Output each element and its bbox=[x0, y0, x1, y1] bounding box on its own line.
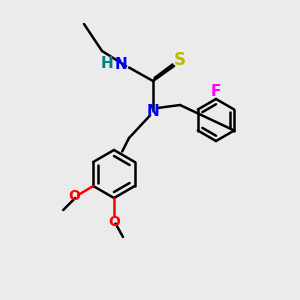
Text: N: N bbox=[147, 103, 159, 118]
Text: S: S bbox=[174, 51, 186, 69]
Text: O: O bbox=[108, 215, 120, 229]
Text: H: H bbox=[100, 56, 113, 70]
Text: N: N bbox=[115, 57, 128, 72]
Text: F: F bbox=[211, 84, 221, 99]
Text: O: O bbox=[68, 190, 80, 203]
